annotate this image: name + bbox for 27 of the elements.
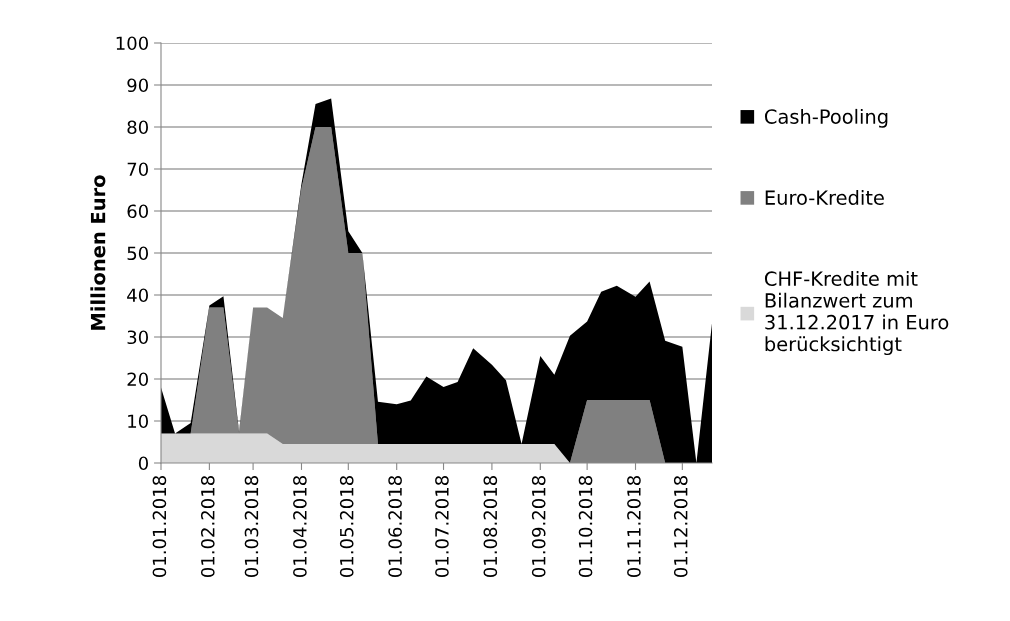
y-tick-label: 80 — [127, 120, 148, 135]
x-tick-label: 01.09.2018 — [531, 476, 546, 577]
x-tick-label: 01.10.2018 — [578, 476, 593, 577]
y-tick-label: 100 — [116, 36, 148, 51]
y-tick-label: 60 — [127, 204, 148, 219]
x-tick-label: 01.11.2018 — [627, 476, 641, 577]
x-tick-label: 01.05.2018 — [339, 476, 354, 577]
x-tick-label: 01.08.2018 — [483, 476, 498, 577]
x-tick-label: 01.06.2018 — [388, 476, 402, 577]
y-tick-label: 90 — [127, 78, 148, 93]
x-tick-label: 01.02.2018 — [200, 476, 215, 577]
x-tick-label: 01.01.2018 — [152, 476, 167, 577]
y-tick-label: 30 — [127, 330, 148, 345]
legend-label: Cash-Pooling — [764, 108, 888, 128]
y-tick-label: 10 — [128, 414, 148, 429]
x-tick-label: 01.04.2018 — [293, 476, 307, 577]
legend-label: Euro-Kredite — [765, 189, 884, 205]
y-tick-label: 20 — [127, 372, 148, 387]
y-tick-label: 40 — [127, 288, 148, 303]
x-tick-label: 01.03.2018 — [244, 476, 259, 577]
legend-label: CHF-Kredite mit Bilanzwert zum 31.12.2017 in Euro berücksichtigt — [764, 270, 949, 356]
y-axis-title: Millionen Euro — [90, 175, 106, 330]
y-tick-label: 0 — [138, 456, 148, 471]
y-tick-label: 70 — [127, 162, 148, 177]
x-tick-label: 01.07.2018 — [435, 476, 449, 577]
x-tick-label: 01.12.2018 — [673, 476, 688, 577]
y-tick-label: 50 — [127, 246, 148, 261]
